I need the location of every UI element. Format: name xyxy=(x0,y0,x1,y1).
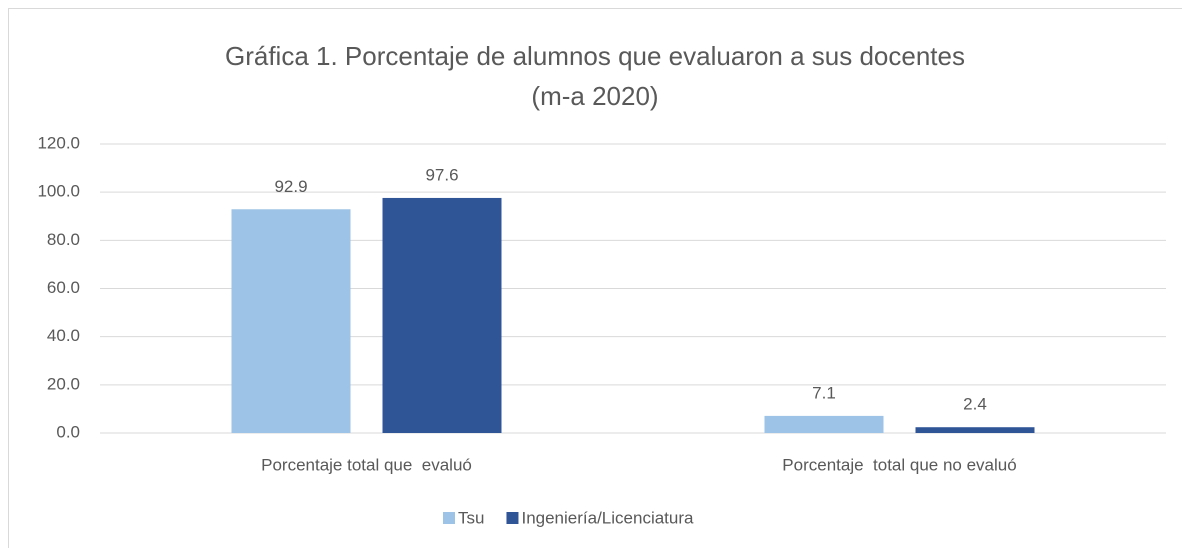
legend-label: Tsu xyxy=(458,508,484,527)
bar xyxy=(382,197,502,433)
x-tick-label: Porcentaje total que no evaluó xyxy=(782,455,1016,474)
y-tick-label: 80.0 xyxy=(47,230,80,249)
bar xyxy=(231,209,351,433)
value-label: 97.6 xyxy=(425,165,458,184)
value-label: 7.1 xyxy=(812,383,836,402)
y-tick-label: 100.0 xyxy=(37,182,80,201)
y-tick-label: 120.0 xyxy=(37,133,80,152)
y-tick-label: 60.0 xyxy=(47,278,80,297)
value-label: 2.4 xyxy=(963,395,987,414)
legend-swatch xyxy=(443,512,455,524)
y-tick-label: 0.0 xyxy=(56,422,80,441)
y-tick-label: 20.0 xyxy=(47,374,80,393)
chart-frame xyxy=(8,8,1182,548)
chart-title: Gráfica 1. Porcentaje de alumnos que eva… xyxy=(225,41,965,71)
y-tick-label: 40.0 xyxy=(47,326,80,345)
x-tick-label: Porcentaje total que evaluó xyxy=(261,455,472,474)
value-label: 92.9 xyxy=(274,177,307,196)
bar xyxy=(915,427,1035,433)
legend-label: Ingeniería/Licenciatura xyxy=(521,508,694,527)
chart-title: (m-a 2020) xyxy=(531,81,658,111)
bar xyxy=(764,415,884,433)
legend-swatch xyxy=(506,512,519,524)
